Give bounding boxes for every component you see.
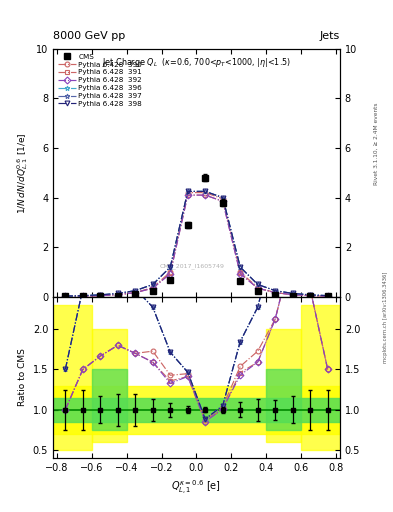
Bar — [266, 370, 301, 430]
Text: Rivet 3.1.10, ≥ 2.4M events: Rivet 3.1.10, ≥ 2.4M events — [374, 102, 379, 185]
Text: mcplots.cern.ch [arXiv:1306.3436]: mcplots.cern.ch [arXiv:1306.3436] — [383, 272, 387, 363]
Text: Jets: Jets — [320, 31, 340, 41]
Y-axis label: $1/N\,dN/dQ^{0.6}_{L,1}$ [1/e]: $1/N\,dN/dQ^{0.6}_{L,1}$ [1/e] — [16, 132, 30, 214]
Text: CMS_2017_I1605749: CMS_2017_I1605749 — [159, 263, 224, 269]
Bar — [92, 329, 127, 442]
Text: Jet Charge $Q_L$  ($\kappa$=0.6, 700<$p_T$<1000, $|\eta|$<1.5): Jet Charge $Q_L$ ($\kappa$=0.6, 700<$p_T… — [102, 56, 291, 69]
Legend: CMS, Pythia 6.428  390, Pythia 6.428  391, Pythia 6.428  392, Pythia 6.428  396,: CMS, Pythia 6.428 390, Pythia 6.428 391,… — [57, 52, 143, 109]
Y-axis label: Ratio to CMS: Ratio to CMS — [18, 349, 27, 407]
Bar — [266, 329, 301, 442]
X-axis label: $Q^{\kappa=0.6}_{L,1}\ [\mathrm{e}]$: $Q^{\kappa=0.6}_{L,1}\ [\mathrm{e}]$ — [171, 479, 222, 497]
Bar — [301, 305, 340, 450]
Text: 8000 GeV pp: 8000 GeV pp — [53, 31, 125, 41]
Bar — [92, 370, 127, 430]
Bar — [53, 398, 340, 422]
Bar — [53, 305, 92, 450]
Bar — [53, 386, 340, 434]
